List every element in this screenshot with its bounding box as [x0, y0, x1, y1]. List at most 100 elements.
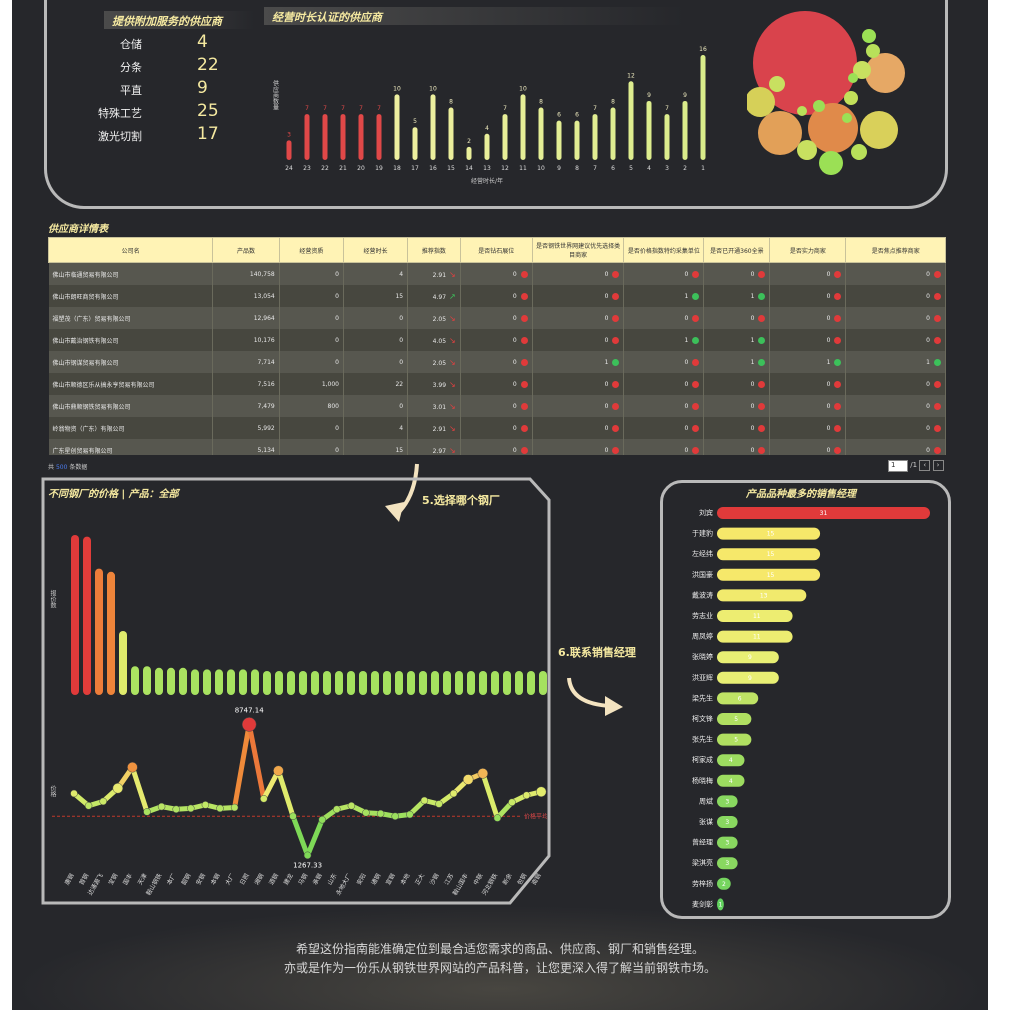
- manager-name: 曾经理: [692, 838, 713, 847]
- flag-cell: 1: [623, 285, 705, 307]
- years-tick-label: 23: [303, 165, 311, 172]
- line-ylabel: 价格: [49, 785, 56, 797]
- status-red-icon: [834, 380, 842, 388]
- table-header-cell[interactable]: 是否焦点推荐商家: [845, 237, 946, 263]
- bottom-glow: [12, 905, 988, 1010]
- years-bar: [322, 114, 328, 160]
- score-value: 2.91: [432, 425, 447, 433]
- table-row[interactable]: 佛山市钢谋贸易有限公司 7,714 0 0 2.05 ↘ 0 1 0 1 1 1: [48, 351, 946, 373]
- table-cell: 福塑茂（广东）贸易有限公司: [48, 307, 214, 329]
- mill-bar: [155, 667, 163, 695]
- flag-value: 0: [512, 270, 517, 278]
- caption-line1: 希望这份指南能准确定位到最合适您需求的商品、供应商、钢厂和销售经理。: [295, 942, 704, 956]
- flag-value: 0: [926, 292, 930, 300]
- table-header-cell[interactable]: 是否钢铁世界网建议优先选择类目商家: [531, 237, 625, 263]
- flag-cell: 0: [623, 373, 705, 395]
- mill-tick-label: 本地: [399, 872, 412, 886]
- prev-page-icon[interactable]: ‹: [919, 460, 931, 471]
- manager-bar-label: 3: [725, 819, 729, 826]
- flag-value: 0: [826, 292, 831, 300]
- years-bar: [304, 114, 310, 160]
- next-page-icon[interactable]: ›: [932, 460, 944, 471]
- flag-cell: 0: [769, 395, 847, 417]
- trend-down-icon: ↘: [449, 357, 456, 367]
- table-row[interactable]: 岭翁物资（广东）有限公司 5,992 0 4 2.91 ↘ 0 0 0 0 0 0: [48, 417, 946, 439]
- status-red-icon: [834, 424, 842, 432]
- table-row[interactable]: 福塑茂（广东）贸易有限公司 12,964 0 0 2.05 ↘ 0 0 0 0 0 0: [48, 307, 946, 329]
- years-bar: [682, 100, 688, 160]
- price-point: [260, 795, 268, 803]
- table-header-cell[interactable]: 是否已开通360全景: [703, 237, 771, 263]
- flag-value: 0: [826, 270, 831, 278]
- status-red-icon: [758, 314, 766, 322]
- service-item: 激光切割 17: [12, 124, 222, 146]
- flag-value: 0: [512, 446, 517, 454]
- manager-name: 劳梓扬: [692, 879, 713, 888]
- page-input[interactable]: 1: [888, 460, 908, 472]
- flag-cell: 0: [845, 373, 946, 395]
- manager-name: 左经纬: [692, 549, 713, 558]
- table-row[interactable]: 佛山市鼎顺钢铁贸易有限公司 7,479 800 0 3.01 ↘ 0 0 0 0 0 0: [48, 395, 946, 417]
- status-red-icon: [834, 402, 842, 410]
- price-point: [201, 801, 210, 809]
- status-red-icon: [934, 446, 941, 454]
- flag-value: 0: [604, 314, 609, 322]
- flag-value: 0: [926, 424, 930, 432]
- max-price-label: 8747.14: [235, 706, 264, 714]
- manager-bar: [717, 857, 738, 870]
- flag-cell: 0: [769, 307, 847, 329]
- table-header-cell[interactable]: 是否价格指数特约采集单位: [623, 237, 705, 263]
- service-panel-title: 提供附加服务的供应商: [112, 15, 222, 28]
- price-point: [70, 789, 78, 798]
- flag-value: 0: [926, 314, 930, 322]
- service-item-label: 平直: [120, 84, 142, 97]
- flag-value: 0: [512, 358, 517, 366]
- status-red-icon: [758, 402, 766, 410]
- price-point: [462, 774, 474, 785]
- status-red-icon: [758, 270, 766, 278]
- score-cell: 4.97 ↗: [407, 285, 461, 307]
- price-point: [273, 765, 284, 776]
- table-header-cell[interactable]: 公司名: [48, 237, 214, 263]
- status-red-icon: [692, 314, 700, 322]
- flag-cell: 1: [703, 329, 771, 351]
- manager-bar: [717, 836, 738, 849]
- table-row[interactable]: 佛山市顺德区乐从搞永亨贸易有限公司 7,516 1,000 22 3.99 ↘ 0 0 0 0 0 0: [48, 373, 946, 395]
- table-header-cell[interactable]: 经营资质: [278, 237, 345, 263]
- table-row[interactable]: 广东星创贸易有限公司 5,134 0 15 2.97 ↘ 0 0 0 0 0 0: [48, 439, 946, 455]
- mill-bar: [311, 671, 319, 695]
- bubble: [813, 100, 825, 112]
- table-row[interactable]: 佛山市临通贸易有限公司 140,758 0 4 2.91 ↘ 0 0 0 0 0 0: [48, 262, 946, 285]
- table-row[interactable]: 佛山市戴治钢铁有限公司 10,176 0 0 4.05 ↘ 0 0 1 1 0 0: [48, 329, 946, 351]
- service-item-value: 17: [197, 124, 219, 144]
- table-header-cell[interactable]: 经营时长: [342, 237, 409, 263]
- manager-bar: [717, 568, 821, 581]
- table-header-cell[interactable]: 是否实力商家: [769, 237, 847, 263]
- table-cell: 5,992: [212, 417, 280, 439]
- table-header-cell[interactable]: 推荐指数: [407, 237, 461, 263]
- table-footer: 共 500 条数据: [48, 462, 87, 471]
- table-cell: 140,758: [212, 262, 280, 285]
- table-row[interactable]: 佛山市朗旺商贸有限公司 13,054 0 15 4.97 ↗ 0 0 1 1 0 0: [48, 285, 946, 307]
- flag-value: 0: [604, 402, 609, 410]
- price-point: [420, 796, 429, 805]
- manager-name: 戴波涛: [692, 590, 713, 599]
- mill-bar: [227, 669, 235, 695]
- years-bar: [520, 94, 526, 160]
- flag-value: 1: [826, 358, 831, 366]
- status-red-icon: [934, 270, 941, 278]
- table-cell: 7,516: [212, 373, 280, 395]
- manager-bar: [717, 527, 821, 540]
- years-tick-label: 8: [575, 165, 579, 172]
- status-red-icon: [692, 446, 700, 454]
- status-red-icon: [612, 336, 620, 344]
- flag-cell: 0: [623, 395, 705, 417]
- table-header-cell[interactable]: 产品数: [212, 237, 280, 263]
- years-ylabel: 供应商数量: [272, 79, 279, 111]
- table-header-cell[interactable]: 是否钻石展位: [459, 237, 533, 263]
- flag-value: 0: [826, 402, 831, 410]
- mill-bar: [503, 671, 511, 695]
- status-red-icon: [612, 314, 620, 322]
- manager-bar-label: 31: [820, 510, 828, 517]
- mill-tick-label: 日照: [239, 873, 251, 887]
